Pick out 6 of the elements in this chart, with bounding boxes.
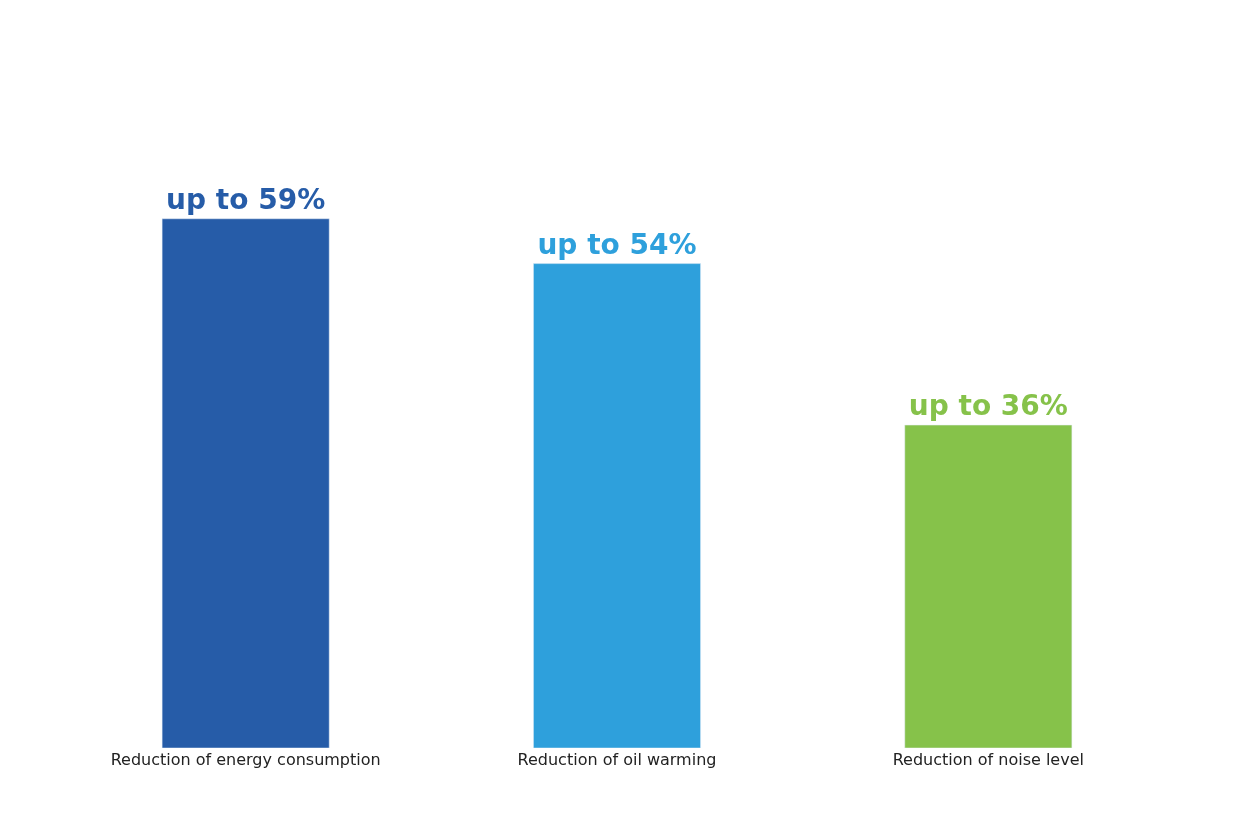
data-label: up to 59%	[166, 182, 326, 216]
x-tick-label: Reduction of noise level	[892, 750, 1084, 769]
x-tick-label: Reduction of energy consumption	[110, 750, 381, 769]
x-tick-label: Reduction of oil warming	[517, 750, 717, 769]
data-label: up to 54%	[537, 227, 697, 261]
data-label: up to 36%	[908, 389, 1068, 423]
